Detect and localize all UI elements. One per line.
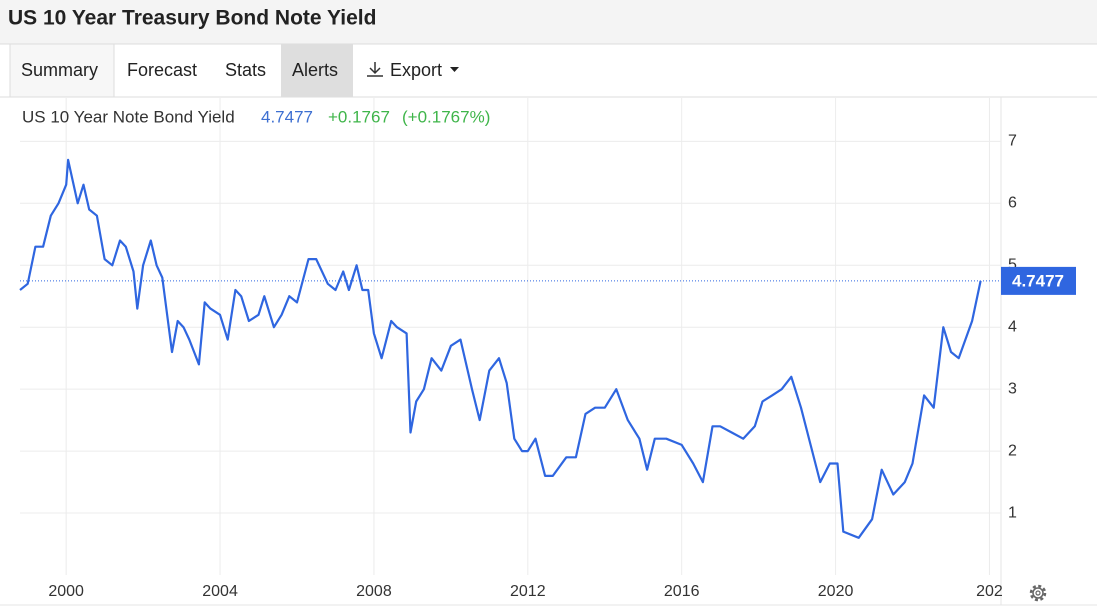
y-tick-label: 7 — [1008, 133, 1017, 150]
x-tick-label: 2020 — [818, 583, 854, 600]
tab[interactable]: Summary — [21, 60, 98, 80]
legend-name: US 10 Year Note Bond Yield — [22, 107, 235, 126]
last-value-label: 4.7477 — [1012, 271, 1064, 290]
page-title: US 10 Year Treasury Bond Note Yield — [8, 7, 376, 30]
settings-icon[interactable] — [1029, 584, 1047, 602]
x-tick-label: 2000 — [48, 583, 84, 600]
y-tick-label: 1 — [1008, 504, 1017, 521]
legend-change: +0.1767 — [328, 107, 390, 126]
legend-value: 4.7477 — [261, 107, 313, 126]
x-tick-label: 2016 — [664, 583, 700, 600]
tab[interactable]: Forecast — [127, 60, 197, 80]
tab[interactable]: Stats — [225, 60, 266, 80]
header-bar — [0, 0, 1097, 44]
x-tick-label: 2012 — [510, 583, 546, 600]
tab[interactable]: Export — [390, 60, 442, 80]
y-tick-label: 2 — [1008, 442, 1017, 459]
download-icon — [367, 62, 383, 77]
y-tick-label: 6 — [1008, 195, 1017, 212]
caret — [450, 67, 459, 72]
legend-change-pct: (+0.1767%) — [402, 107, 490, 126]
tab-summary[interactable] — [9, 43, 115, 98]
chart: 2000 2004 2008 2012 2016 2020 202 1 2 3 4 5 6 7 4.7477… — [19, 98, 1076, 600]
last-value-badge — [1001, 266, 1076, 295]
x-tick-label: 2004 — [202, 583, 238, 600]
tab-alerts-bg — [281, 44, 353, 97]
series-line — [19, 158, 982, 539]
y-tick-label: 3 — [1008, 380, 1017, 397]
tab[interactable]: Alerts — [292, 60, 338, 80]
y-tick-label: 4 — [1008, 318, 1017, 335]
x-tick-label: 202 — [976, 583, 1003, 600]
x-tick-label: 2008 — [356, 583, 392, 600]
y-tick-label: 5 — [1008, 256, 1017, 273]
